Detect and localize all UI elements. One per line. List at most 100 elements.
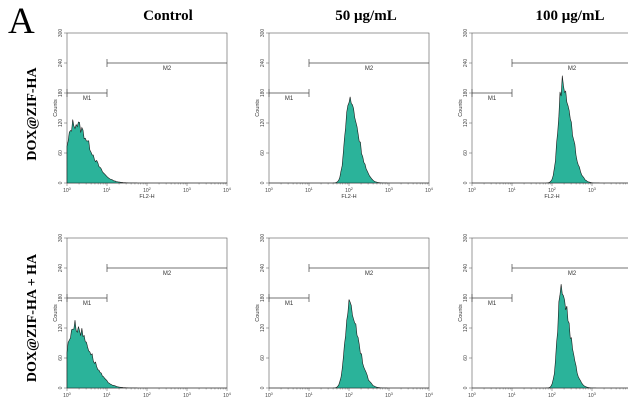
x-tick-label: 103 bbox=[183, 391, 192, 397]
y-tick-label: 240 bbox=[463, 264, 469, 273]
column-title-control: Control bbox=[143, 8, 193, 24]
gate-label-m2: M2 bbox=[365, 66, 374, 72]
y-tick-label: 60 bbox=[260, 355, 266, 361]
histogram-area bbox=[269, 96, 429, 184]
y-tick-label: 120 bbox=[58, 119, 64, 128]
y-tick-label: 300 bbox=[58, 29, 64, 38]
y-tick-label: 0 bbox=[58, 386, 64, 389]
y-tick-label: 240 bbox=[260, 59, 266, 68]
histogram-area bbox=[472, 284, 628, 389]
y-axis-label: Counts bbox=[255, 99, 261, 117]
gate-label-m2: M2 bbox=[163, 271, 172, 277]
y-tick-label: 180 bbox=[260, 294, 266, 303]
x-tick-label: 102 bbox=[548, 391, 557, 397]
y-tick-label: 60 bbox=[463, 355, 469, 361]
y-tick-label: 180 bbox=[463, 294, 469, 303]
y-tick-label: 180 bbox=[260, 89, 266, 98]
y-tick-label: 120 bbox=[260, 324, 266, 333]
gate-label-m2: M2 bbox=[568, 271, 577, 277]
y-tick-label: 0 bbox=[463, 386, 469, 389]
x-tick-label: 101 bbox=[508, 391, 517, 397]
x-tick-label: 104 bbox=[425, 186, 434, 194]
y-tick-label: 0 bbox=[260, 181, 266, 184]
x-tick-label: 103 bbox=[183, 186, 192, 194]
y-axis-label: Counts bbox=[458, 304, 464, 322]
y-tick-label: 120 bbox=[463, 324, 469, 333]
x-tick-label: 102 bbox=[143, 391, 152, 397]
y-tick-label: 60 bbox=[260, 150, 266, 156]
x-tick-label: 100 bbox=[265, 391, 274, 397]
x-tick-label: 100 bbox=[63, 186, 72, 194]
y-tick-label: 0 bbox=[463, 181, 469, 184]
histogram-area bbox=[472, 75, 628, 184]
x-axis-label: FL2-H bbox=[139, 194, 154, 200]
y-tick-label: 60 bbox=[58, 150, 64, 156]
x-tick-label: 104 bbox=[223, 391, 232, 397]
y-tick-label: 300 bbox=[463, 234, 469, 243]
x-tick-label: 103 bbox=[385, 186, 394, 194]
y-tick-label: 0 bbox=[260, 386, 266, 389]
x-axis-label: FL2-H bbox=[544, 194, 559, 200]
column-title-50: 50 μg/mL bbox=[335, 8, 397, 24]
gate-label-m2: M2 bbox=[568, 66, 577, 72]
y-tick-label: 60 bbox=[463, 150, 469, 156]
gate-label-m1: M1 bbox=[285, 301, 294, 307]
x-tick-label: 101 bbox=[103, 391, 112, 397]
gate-label-m2: M2 bbox=[365, 271, 374, 277]
y-tick-label: 180 bbox=[463, 89, 469, 98]
histogram-area bbox=[66, 320, 227, 389]
y-axis-label: Counts bbox=[458, 99, 464, 117]
x-tick-label: 102 bbox=[345, 186, 354, 194]
y-tick-label: 120 bbox=[463, 119, 469, 128]
histogram-panel-r0-c2: 060120180240300Counts100101102103104FL2-… bbox=[458, 29, 628, 200]
y-tick-label: 240 bbox=[463, 59, 469, 68]
y-axis-label: Counts bbox=[53, 99, 59, 117]
y-tick-label: 120 bbox=[260, 119, 266, 128]
histogram-panel-r1-c1: 0 60 120 180 240 300 Counts 100 101 102 103 104 M1 M2 bbox=[255, 234, 434, 397]
histogram-area bbox=[269, 299, 429, 389]
x-tick-label: 101 bbox=[508, 186, 517, 194]
x-tick-label: 101 bbox=[305, 391, 314, 397]
x-tick-label: 104 bbox=[425, 391, 434, 397]
x-tick-label: 104 bbox=[223, 186, 232, 194]
y-tick-label: 300 bbox=[463, 29, 469, 38]
gate-label-m1: M1 bbox=[285, 96, 294, 102]
x-tick-label: 103 bbox=[588, 186, 597, 194]
x-tick-label: 103 bbox=[385, 391, 394, 397]
y-tick-label: 240 bbox=[58, 59, 64, 68]
x-tick-label: 102 bbox=[345, 391, 354, 397]
panel-letter: A bbox=[8, 1, 35, 42]
x-tick-label: 100 bbox=[265, 186, 274, 194]
plot-frame bbox=[471, 237, 628, 389]
y-tick-label: 300 bbox=[260, 29, 266, 38]
gate-label-m1: M1 bbox=[488, 96, 497, 102]
y-tick-label: 60 bbox=[58, 355, 64, 361]
x-tick-label: 100 bbox=[468, 391, 477, 397]
gate-label-m1: M1 bbox=[83, 301, 92, 307]
y-tick-label: 0 bbox=[58, 181, 64, 184]
column-title-100: 100 μg/mL bbox=[535, 8, 605, 24]
gate-label-m1: M1 bbox=[83, 96, 92, 102]
x-tick-label: 101 bbox=[103, 186, 112, 194]
plot-frame bbox=[471, 32, 628, 184]
x-tick-label: 100 bbox=[468, 186, 477, 194]
y-tick-label: 300 bbox=[58, 234, 64, 243]
gate-label-m2: M2 bbox=[163, 66, 172, 72]
y-axis-label: Counts bbox=[53, 304, 59, 322]
x-tick-label: 100 bbox=[63, 391, 72, 397]
x-tick-label: 102 bbox=[143, 186, 152, 194]
y-tick-label: 300 bbox=[260, 234, 266, 243]
x-axis-label: FL2-H bbox=[341, 194, 356, 200]
histogram-area bbox=[66, 119, 227, 184]
x-tick-label: 101 bbox=[305, 186, 314, 194]
x-tick-label: 103 bbox=[588, 391, 597, 397]
histogram-panel-r0-c0: 0 60 120 180 240 300 Counts 100 101 102 103 104 FL2-… bbox=[53, 29, 232, 200]
histogram-grid: 0 60 120 180 240 300 Counts 100 101 102 103 104 FL2-… bbox=[53, 29, 628, 397]
y-tick-label: 180 bbox=[58, 89, 64, 98]
y-tick-label: 240 bbox=[260, 264, 266, 273]
y-axis-label: Counts bbox=[255, 304, 261, 322]
y-tick-label: 120 bbox=[58, 324, 64, 333]
histogram-panel-r0-c1: 0 60 120 180 240 300 Counts 100 101 102 103 104 FL2-… bbox=[255, 29, 434, 200]
gate-label-m1: M1 bbox=[488, 301, 497, 307]
